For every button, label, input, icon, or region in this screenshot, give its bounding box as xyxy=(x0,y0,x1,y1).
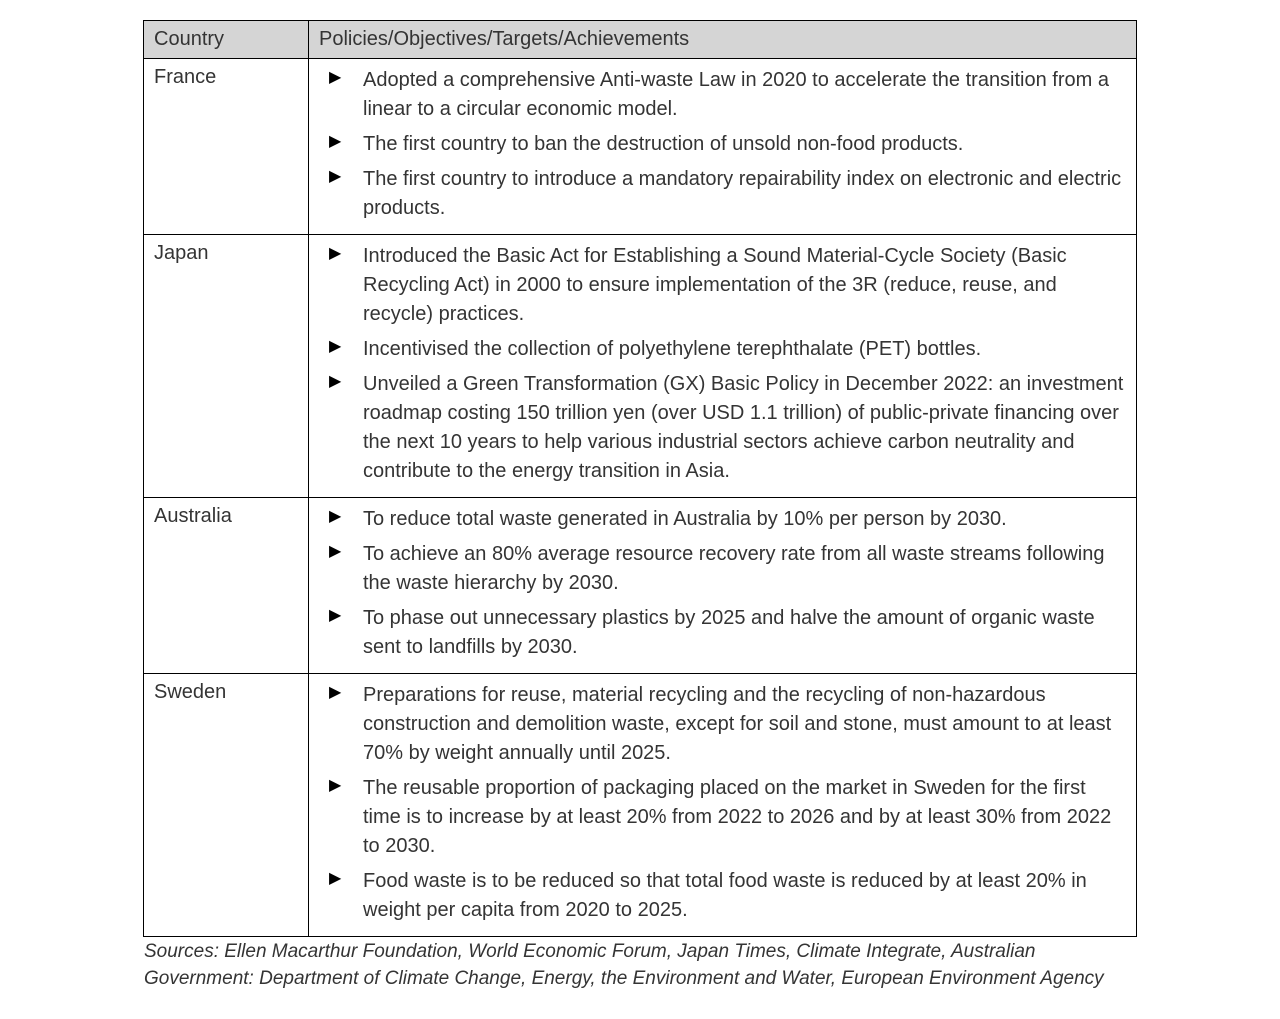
policy-point: Preparations for reuse, material recycli… xyxy=(351,678,1126,771)
policy-point: Food waste is to be reduced so that tota… xyxy=(351,864,1126,928)
header-policies: Policies/Objectives/Targets/Achievements xyxy=(309,21,1137,59)
country-cell: France xyxy=(144,59,309,235)
policy-point: Introduced the Basic Act for Establishin… xyxy=(351,239,1126,332)
policy-point: To achieve an 80% average resource recov… xyxy=(351,537,1126,601)
policy-point: The first country to introduce a mandato… xyxy=(351,162,1126,226)
policy-list: Adopted a comprehensive Anti-waste Law i… xyxy=(317,63,1126,226)
policy-list: Introduced the Basic Act for Establishin… xyxy=(317,239,1126,489)
policies-cell: Preparations for reuse, material recycli… xyxy=(309,674,1137,937)
policy-point: To reduce total waste generated in Austr… xyxy=(351,502,1126,537)
policy-point: The first country to ban the destruction… xyxy=(351,127,1126,162)
policy-point: Incentivised the collection of polyethyl… xyxy=(351,332,1126,367)
policy-point: Adopted a comprehensive Anti-waste Law i… xyxy=(351,63,1126,127)
sources-caption: Sources: Ellen Macarthur Foundation, Wor… xyxy=(142,939,1138,992)
country-cell: Sweden xyxy=(144,674,309,937)
table-row: Japan Introduced the Basic Act for Establ… xyxy=(144,235,1137,498)
policy-point: Unveiled a Green Transformation (GX) Bas… xyxy=(351,367,1126,489)
table-header-row: Country Policies/Objectives/Targets/Achi… xyxy=(144,21,1137,59)
header-country: Country xyxy=(144,21,309,59)
table-row: France Adopted a comprehensive Anti-waste… xyxy=(144,59,1137,235)
policy-table: Country Policies/Objectives/Targets/Achi… xyxy=(143,20,1137,937)
country-cell: Japan xyxy=(144,235,309,498)
country-cell: Australia xyxy=(144,498,309,674)
policies-cell: Introduced the Basic Act for Establishin… xyxy=(309,235,1137,498)
policy-point: To phase out unnecessary plastics by 202… xyxy=(351,601,1126,665)
policy-list: Preparations for reuse, material recycli… xyxy=(317,678,1126,928)
policies-cell: To reduce total waste generated in Austr… xyxy=(309,498,1137,674)
table-row: Australia To reduce total waste generated… xyxy=(144,498,1137,674)
table-row: Sweden Preparations for reuse, material r… xyxy=(144,674,1137,937)
policies-cell: Adopted a comprehensive Anti-waste Law i… xyxy=(309,59,1137,235)
table-container: Country Policies/Objectives/Targets/Achi… xyxy=(143,20,1137,937)
policy-list: To reduce total waste generated in Austr… xyxy=(317,502,1126,665)
policy-point: The reusable proportion of packaging pla… xyxy=(351,771,1126,864)
